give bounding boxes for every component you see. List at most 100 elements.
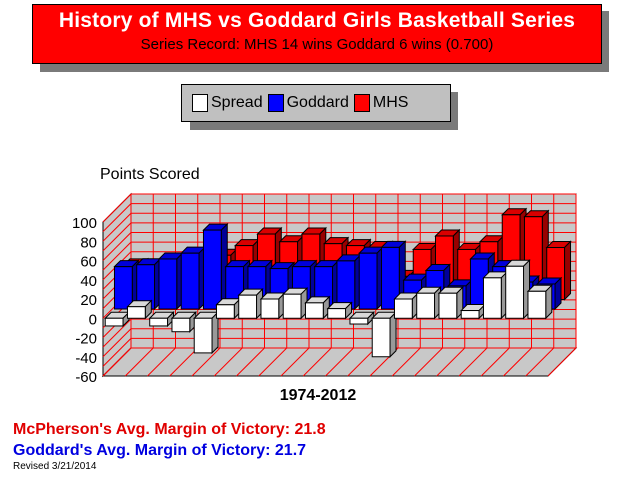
- goddard-margin-text: Goddard's Avg. Margin of Victory: 21.7: [13, 442, 307, 459]
- grid-line: [280, 347, 310, 377]
- grid-line: [102, 222, 132, 252]
- bar-spread-17: [482, 277, 502, 319]
- bar-spread-12-wrap: [371, 311, 398, 358]
- bar-spread-3: [171, 317, 191, 333]
- grid-line: [414, 347, 443, 377]
- bar-goddard-10-wrap: [335, 253, 362, 311]
- grid-line: [102, 241, 132, 271]
- revised-date: Revised 3/21/2014: [13, 461, 97, 472]
- bar-goddard-4-wrap: [202, 222, 229, 311]
- grid-line: [102, 318, 132, 348]
- bar-spread-7: [260, 298, 280, 319]
- legend-label-goddard: Goddard: [286, 94, 349, 111]
- bar-goddard-12: [380, 246, 400, 310]
- bar-spread-12: [371, 317, 391, 358]
- grid-line: [102, 338, 132, 367]
- chart-bars: [104, 207, 572, 358]
- bar-spread-5: [215, 304, 235, 319]
- grid-line: [503, 347, 532, 377]
- bar-spread-19-wrap: [526, 284, 553, 320]
- bar-goddard-11: [358, 252, 378, 310]
- grid-line: [102, 347, 132, 377]
- bar-spread-0: [104, 317, 124, 327]
- bar-spread-7-wrap: [259, 291, 286, 320]
- y-tick-label: 0: [89, 311, 97, 328]
- grid-line: [102, 193, 132, 223]
- legend-item-spread: Spread: [192, 94, 263, 112]
- bar-spread-3-wrap: [170, 311, 197, 333]
- bar-spread-12-side: [389, 311, 397, 358]
- bar-spread-2-wrap: [148, 311, 175, 328]
- grid-line: [547, 347, 577, 377]
- bar-spread-13-wrap: [393, 291, 420, 320]
- grid-line: [302, 347, 332, 377]
- bar-spread-19: [527, 290, 547, 319]
- bar-spread-6-wrap: [237, 287, 264, 320]
- grid-line: [169, 347, 199, 377]
- y-tick-label: -60: [75, 369, 97, 386]
- grid-line: [191, 347, 221, 377]
- y-tick-label: 40: [80, 273, 97, 290]
- y-tick-label: 80: [80, 234, 97, 251]
- bar-spread-1-wrap: [126, 299, 153, 320]
- grid-line: [102, 328, 132, 358]
- bar-spread-16: [460, 310, 480, 319]
- grid-line: [102, 203, 132, 232]
- bar-goddard-4: [202, 229, 222, 310]
- bar-spread-19-side: [545, 284, 553, 320]
- bar-spread-18: [505, 265, 525, 319]
- bar-spread-9: [304, 302, 324, 319]
- mhs-margin-text: McPherson's Avg. Margin of Victory: 21.8: [13, 421, 326, 438]
- grid-line: [147, 347, 176, 377]
- grid-line: [236, 347, 265, 377]
- bar-spread-4-wrap: [193, 311, 220, 355]
- bar-spread-11-wrap: [348, 311, 375, 326]
- bar-spread-2: [149, 317, 169, 327]
- bar-goddard-2-wrap: [157, 251, 184, 311]
- bar-goddard-10: [336, 260, 356, 310]
- bar-spread-16-wrap: [460, 303, 487, 320]
- chart-title: History of MHS vs Goddard Girls Basketba…: [58, 9, 576, 32]
- bar-goddard-2: [158, 258, 178, 310]
- bar-goddard-11-wrap: [358, 245, 385, 311]
- legend-item-goddard: Goddard: [267, 94, 349, 112]
- bar-spread-13: [393, 298, 413, 319]
- y-axis-label: Points Scored: [100, 166, 200, 183]
- grid-line: [102, 232, 132, 261]
- legend: Spread Goddard MHS: [181, 84, 451, 122]
- y-tick-label: 100: [72, 215, 97, 232]
- bar-goddard-0: [113, 266, 133, 310]
- grid-line: [124, 347, 154, 377]
- bar-spread-6: [238, 294, 258, 319]
- title-banner: History of MHS vs Goddard Girls Basketba…: [32, 4, 602, 64]
- y-tick-label: -20: [75, 331, 97, 348]
- bar-spread-1: [126, 306, 146, 319]
- bar-spread-15-wrap: [437, 286, 464, 320]
- bar-spread-10: [327, 308, 347, 319]
- x-axis-label: 1974-2012: [280, 387, 357, 404]
- legend-swatch-mhs: [353, 94, 370, 112]
- grid-line: [102, 212, 132, 242]
- grid-line: [213, 347, 243, 377]
- legend-swatch-goddard: [267, 94, 284, 112]
- bar-goddard-19-side: [554, 276, 562, 311]
- grid-line: [458, 347, 488, 377]
- legend-label-spread: Spread: [211, 94, 263, 111]
- legend-item-mhs: MHS: [353, 94, 408, 112]
- bar-mhs-19-side: [564, 240, 572, 301]
- y-tick-label: -40: [75, 350, 97, 367]
- legend-swatch-spread: [192, 94, 208, 112]
- bar-spread-10-wrap: [326, 301, 353, 320]
- bar-spread-5-wrap: [215, 297, 242, 320]
- grid-line: [436, 347, 466, 377]
- bar-goddard-3: [180, 252, 200, 310]
- grid-line: [525, 347, 555, 377]
- bar-spread-8: [282, 293, 302, 319]
- bar-spread-14: [416, 292, 436, 319]
- bar-spread-18-wrap: [504, 259, 531, 320]
- grid-line: [347, 347, 377, 377]
- bar-spread-15: [438, 292, 458, 319]
- y-tick-label: 60: [80, 254, 97, 271]
- bar-spread-4: [193, 317, 213, 354]
- bar-spread-9-wrap: [304, 295, 331, 320]
